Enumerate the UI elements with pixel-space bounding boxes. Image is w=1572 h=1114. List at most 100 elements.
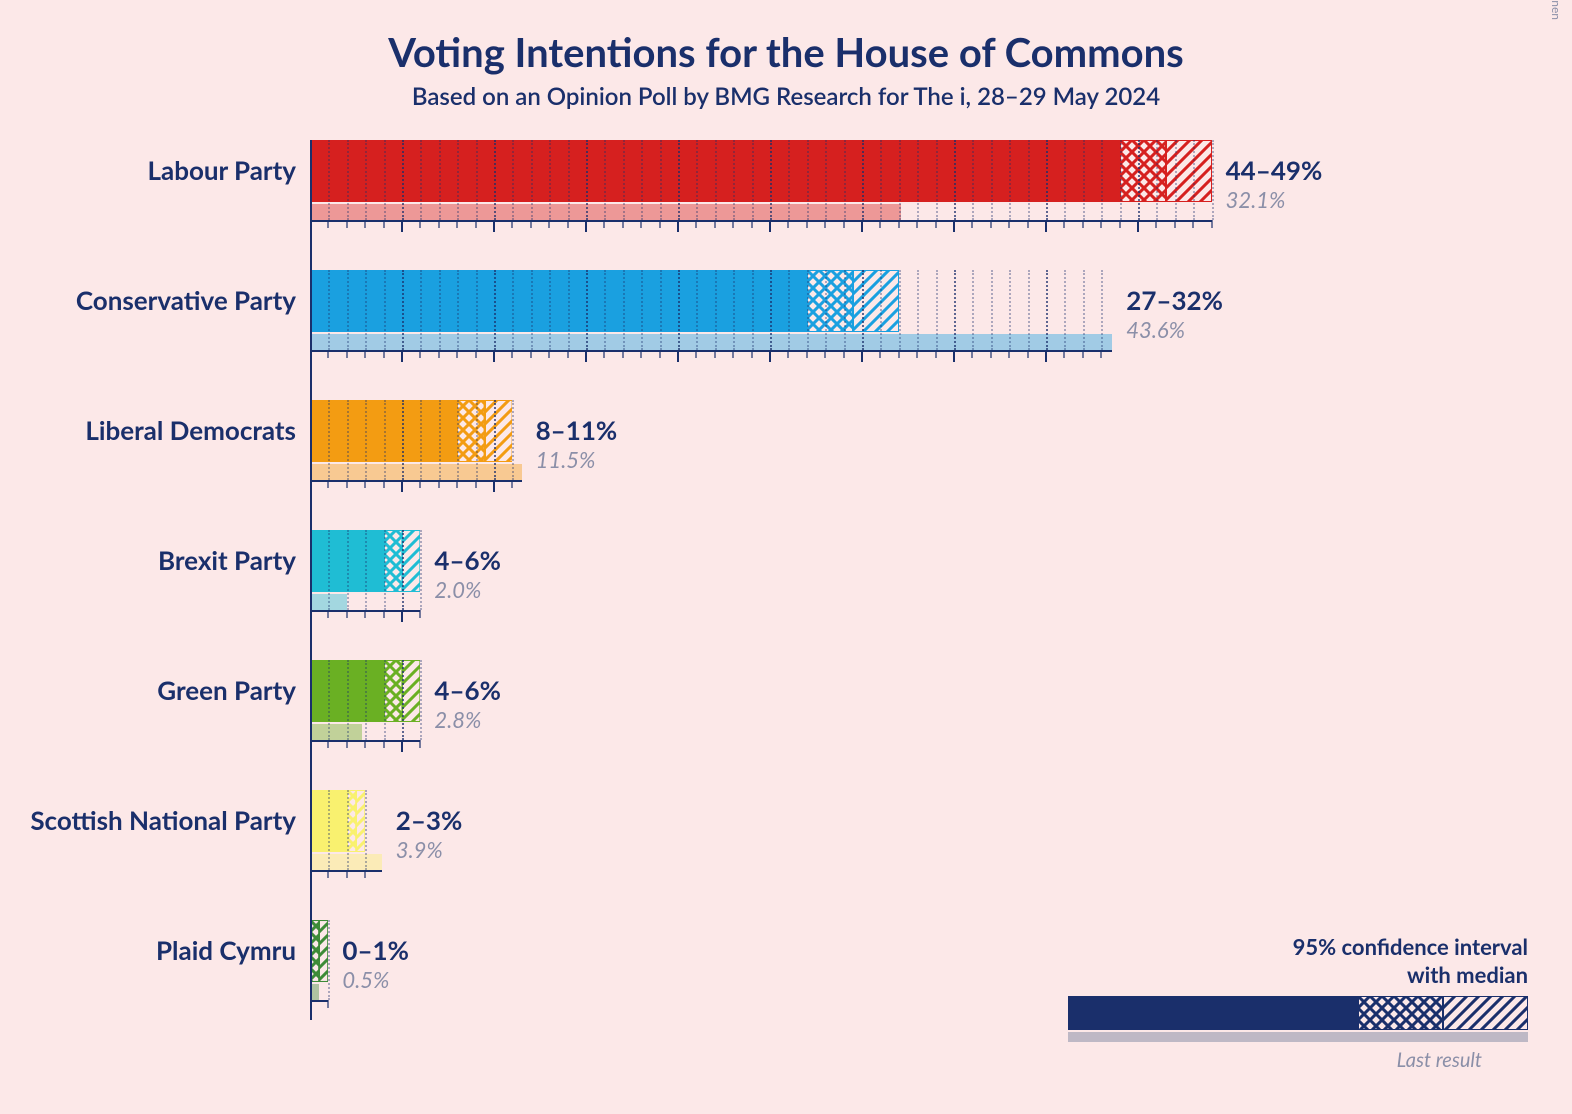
gridline bbox=[586, 270, 588, 350]
range-label: 0–1% bbox=[342, 934, 409, 966]
legend-bar bbox=[1058, 996, 1528, 1044]
last-label: 0.5% bbox=[342, 966, 389, 993]
gridline bbox=[365, 400, 367, 480]
range-label: 44–49% bbox=[1226, 154, 1323, 186]
copyright-text: © 2024 Filip van Laenen bbox=[1549, 0, 1564, 20]
gridline bbox=[347, 660, 349, 740]
gridline bbox=[1028, 270, 1030, 350]
bar-diagonal bbox=[319, 920, 328, 982]
gridline bbox=[549, 270, 551, 350]
gridline bbox=[328, 530, 330, 610]
gridline bbox=[402, 530, 404, 610]
chart-title: Voting Intentions for the House of Commo… bbox=[0, 0, 1572, 76]
gridline bbox=[844, 270, 846, 350]
last-label: 3.9% bbox=[396, 836, 443, 863]
gridline bbox=[880, 140, 882, 220]
legend-last-label: Last result bbox=[1058, 1048, 1482, 1072]
gridline bbox=[862, 270, 864, 350]
row-baseline bbox=[310, 480, 522, 482]
gridline bbox=[420, 270, 422, 350]
range-label: 4–6% bbox=[434, 674, 501, 706]
bar-diagonal bbox=[402, 660, 420, 722]
row-baseline bbox=[310, 220, 1212, 222]
gridline bbox=[439, 140, 441, 220]
party-row: Conservative Party 27–32%43.6% bbox=[310, 270, 1490, 400]
party-label: Plaid Cymru bbox=[156, 934, 296, 966]
legend-last-bar bbox=[1068, 1032, 1528, 1042]
range-label: 8–11% bbox=[536, 414, 618, 446]
last-label: 2.0% bbox=[434, 576, 481, 603]
bar-crosshatch bbox=[1120, 140, 1166, 202]
gridline bbox=[328, 920, 330, 1000]
last-label: 2.8% bbox=[434, 706, 481, 733]
bar-diagonal bbox=[402, 530, 420, 592]
gridline bbox=[439, 270, 441, 350]
gridline bbox=[365, 140, 367, 220]
gridline bbox=[880, 270, 882, 350]
gridline bbox=[1156, 140, 1158, 220]
bar-diagonal bbox=[853, 270, 899, 332]
row-baseline bbox=[310, 350, 1112, 352]
gridline bbox=[696, 140, 698, 220]
gridline bbox=[512, 270, 514, 350]
gridline bbox=[715, 140, 717, 220]
legend-crosshatch-segment bbox=[1358, 996, 1443, 1030]
gridline bbox=[384, 660, 386, 740]
gridline bbox=[825, 270, 827, 350]
gridline bbox=[954, 140, 956, 220]
gridline bbox=[917, 270, 919, 350]
gridline bbox=[715, 270, 717, 350]
legend-diagonal-segment bbox=[1443, 996, 1528, 1030]
gridline bbox=[384, 530, 386, 610]
gridline bbox=[1009, 270, 1011, 350]
gridline bbox=[770, 140, 772, 220]
gridline bbox=[733, 270, 735, 350]
bar-crosshatch bbox=[807, 270, 853, 332]
gridline bbox=[568, 140, 570, 220]
last-label: 43.6% bbox=[1126, 316, 1185, 343]
party-label: Liberal Democrats bbox=[85, 414, 296, 446]
gridline bbox=[752, 140, 754, 220]
legend-solid-segment bbox=[1068, 996, 1358, 1030]
gridline bbox=[641, 140, 643, 220]
gridline bbox=[568, 270, 570, 350]
gridline bbox=[1212, 140, 1214, 220]
gridline bbox=[660, 140, 662, 220]
last-label: 11.5% bbox=[536, 446, 596, 473]
party-row: Brexit Party 4–6%2.0% bbox=[310, 530, 1490, 660]
gridline bbox=[936, 140, 938, 220]
gridline bbox=[991, 140, 993, 220]
row-baseline bbox=[310, 740, 420, 742]
gridline bbox=[494, 270, 496, 350]
gridline bbox=[531, 270, 533, 350]
gridline bbox=[788, 140, 790, 220]
gridline bbox=[328, 400, 330, 480]
gridline bbox=[807, 270, 809, 350]
gridline bbox=[1101, 140, 1103, 220]
gridline bbox=[752, 270, 754, 350]
gridline bbox=[1046, 140, 1048, 220]
gridline bbox=[917, 140, 919, 220]
gridline bbox=[623, 270, 625, 350]
gridline bbox=[457, 140, 459, 220]
gridline bbox=[457, 270, 459, 350]
last-result-bar bbox=[310, 464, 522, 480]
gridline bbox=[402, 660, 404, 740]
party-row: Green Party 4–6%2.8% bbox=[310, 660, 1490, 790]
row-baseline bbox=[310, 870, 382, 872]
range-label: 2–3% bbox=[396, 804, 463, 836]
gridline bbox=[1101, 270, 1103, 350]
gridline bbox=[678, 270, 680, 350]
bar-diagonal bbox=[356, 790, 365, 852]
gridline bbox=[457, 400, 459, 480]
gridline bbox=[439, 400, 441, 480]
gridline bbox=[328, 270, 330, 350]
gridline bbox=[328, 660, 330, 740]
gridline bbox=[807, 140, 809, 220]
gridline bbox=[899, 270, 901, 350]
party-row: Liberal Democrats 8–11%11.5% bbox=[310, 400, 1490, 530]
party-label: Labour Party bbox=[148, 154, 297, 186]
legend-title: 95% confidence interval with median bbox=[1058, 933, 1528, 988]
gridline bbox=[1064, 270, 1066, 350]
gridline bbox=[531, 140, 533, 220]
